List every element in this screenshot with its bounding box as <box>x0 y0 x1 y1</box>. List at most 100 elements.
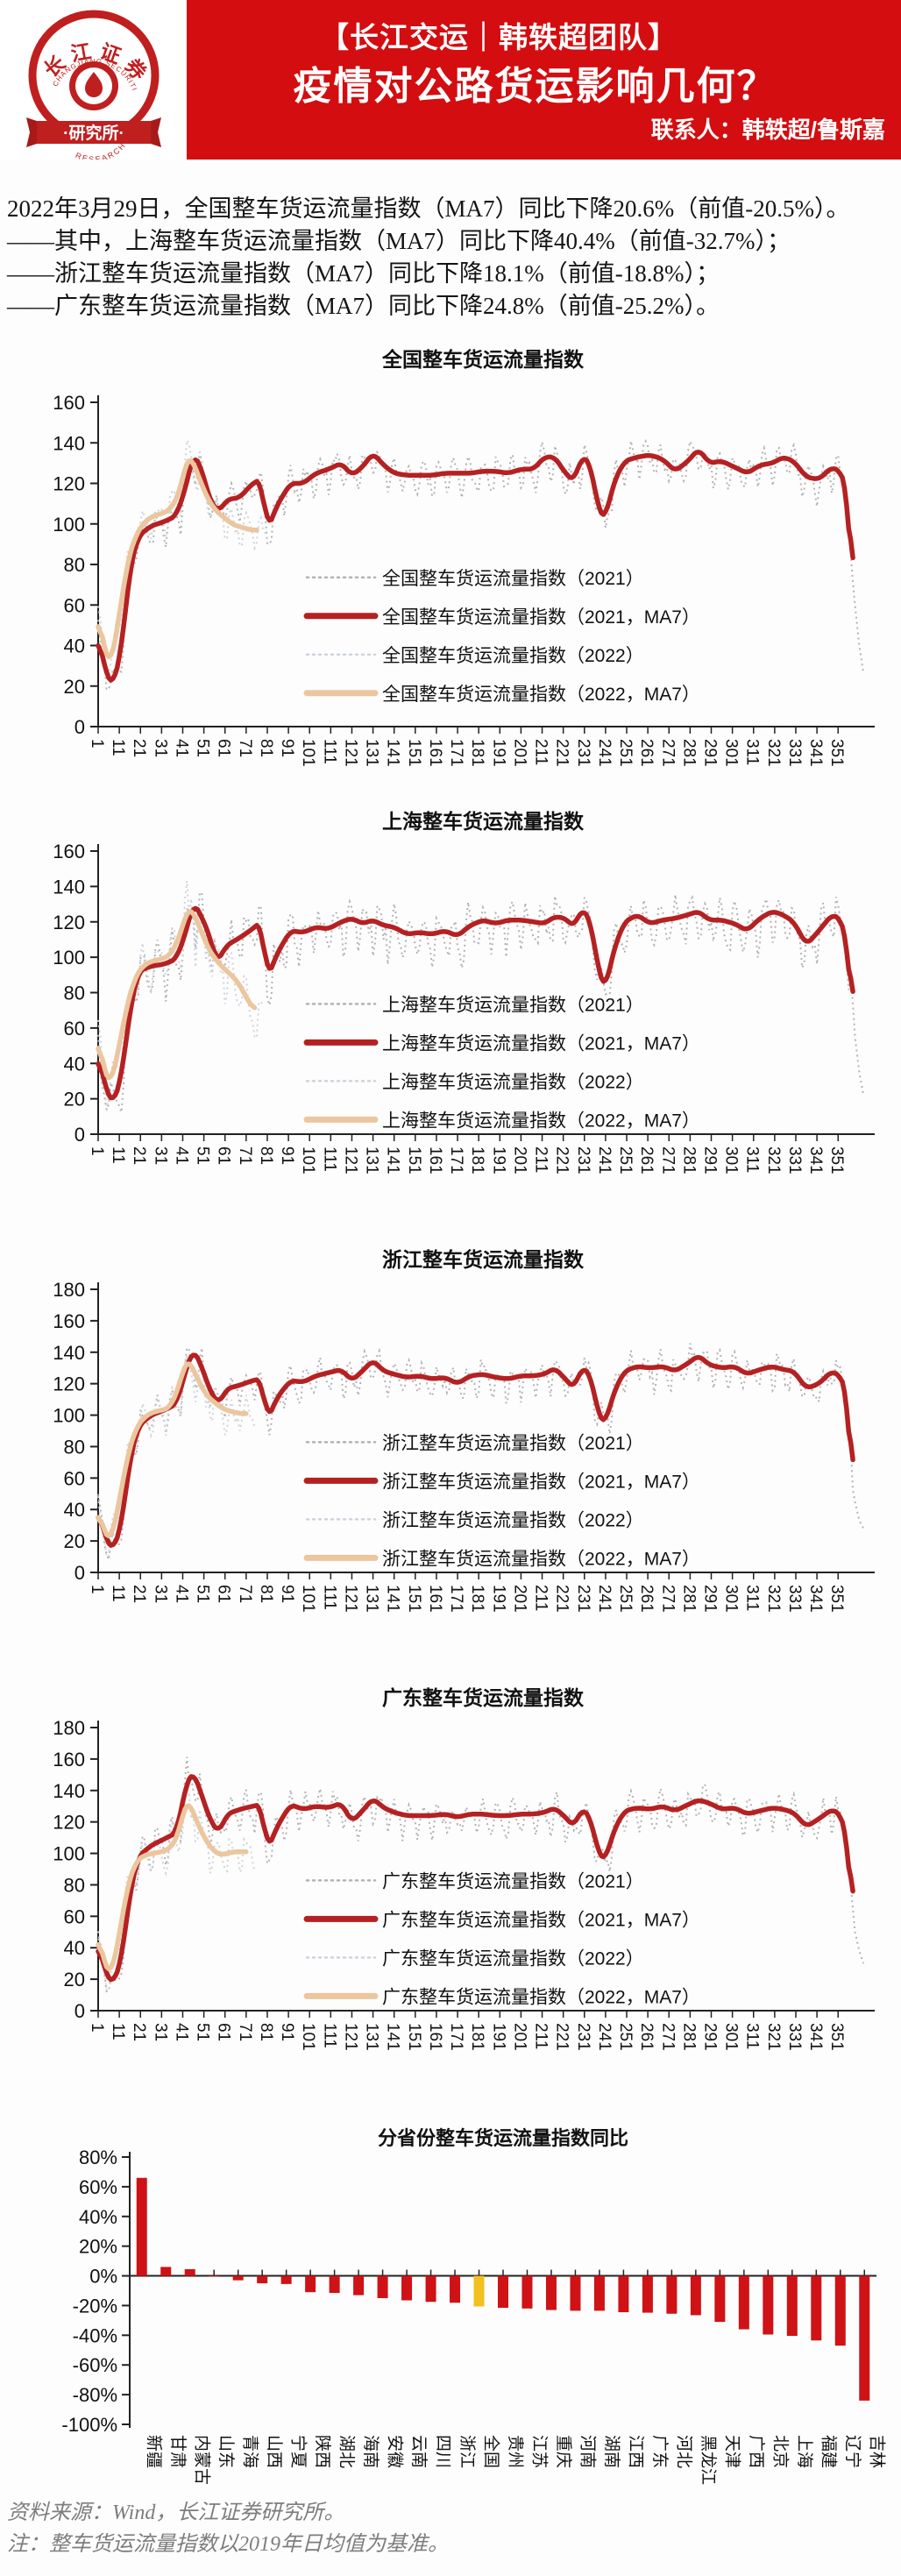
x-category-label: 重庆 <box>554 2435 573 2468</box>
x-category-label: 安徽 <box>386 2435 405 2468</box>
x-tick-label: 281 <box>679 1146 698 1174</box>
bar-province <box>690 2275 701 2316</box>
x-tick-label: 31 <box>151 739 169 757</box>
x-category-label: 辽宁 <box>843 2435 862 2468</box>
x-tick-label: 241 <box>595 1146 614 1174</box>
contact-line: 联系人：韩轶超/鲁斯嘉 <box>650 117 885 143</box>
x-tick-label: 321 <box>764 739 783 767</box>
x-category-label: 河北 <box>674 2435 693 2468</box>
x-tick-label: 351 <box>827 1146 846 1174</box>
legend-label: 广东整车货运流量指数（2022，MA7） <box>382 1987 700 2007</box>
y-tick-label: 120 <box>53 1373 85 1395</box>
x-category-label: 全国 <box>482 2435 501 2468</box>
x-tick-label: 211 <box>532 1146 550 1173</box>
bar-province <box>209 2275 220 2277</box>
y-tick-label: 0 <box>74 716 85 738</box>
bar-province <box>714 2275 726 2323</box>
y-tick-label: 40 <box>64 1937 85 1959</box>
x-category-label: 吉林 <box>867 2435 886 2468</box>
x-tick-label: 331 <box>785 1146 804 1174</box>
x-tick-label: 191 <box>489 1585 507 1613</box>
legend-label: 全国整车货运流量指数（2021，MA7） <box>382 607 700 628</box>
y-tick-label: 120 <box>53 1812 85 1834</box>
series-2021-ma7 <box>96 450 855 683</box>
x-category-label: 北京 <box>770 2435 790 2468</box>
x-tick-label: 81 <box>257 739 275 757</box>
y-tick-label: 140 <box>53 876 85 898</box>
x-tick-label: 351 <box>827 739 846 767</box>
x-tick-label: 311 <box>743 739 762 765</box>
y-tick-label: 40 <box>64 1499 85 1521</box>
svg-text:·研究所·: ·研究所· <box>63 123 124 143</box>
x-tick-label: 121 <box>341 1146 359 1174</box>
x-tick-label: 211 <box>532 2023 550 2049</box>
x-tick-label: 341 <box>806 1585 825 1613</box>
x-tick-label: 151 <box>405 2023 423 2051</box>
x-tick-label: 21 <box>130 739 148 757</box>
x-tick-label: 211 <box>532 1585 550 1611</box>
x-category-label: 江西 <box>626 2435 645 2468</box>
bar-province <box>498 2275 508 2308</box>
x-tick-label: 201 <box>510 739 529 767</box>
x-tick-label: 271 <box>658 2023 677 2051</box>
logo-seal-icon: 长江证券 CHANGJIANG SECURITIES ·研究所· RESEARC… <box>8 0 161 164</box>
x-tick-label: 341 <box>806 1146 825 1174</box>
x-category-label: 青海 <box>241 2435 260 2468</box>
x-tick-label: 61 <box>215 1585 233 1603</box>
x-tick-label: 251 <box>616 1146 635 1174</box>
x-tick-label: 221 <box>553 2023 571 2051</box>
x-tick-label: 121 <box>341 1585 359 1613</box>
x-category-label: 浙江 <box>458 2435 477 2468</box>
x-tick-label: 181 <box>468 1146 486 1174</box>
x-tick-label: 111 <box>320 739 338 764</box>
legend-label: 上海整车货运流量指数（2022，MA7） <box>382 1111 700 1131</box>
x-category-label: 宁夏 <box>289 2435 309 2468</box>
x-tick-label: 1 <box>88 739 106 749</box>
y-tick-label: 160 <box>53 392 85 414</box>
x-tick-label: 121 <box>341 2023 359 2051</box>
y-tick-label: 20 <box>64 1530 85 1552</box>
legend-label: 上海整车货运流量指数（2021，MA7） <box>382 1033 700 1054</box>
legend-label: 浙江整车货运流量指数（2022，MA7） <box>382 1549 700 1569</box>
series-2021-ma7 <box>96 1774 855 1983</box>
y-tick-label: 40% <box>79 2206 117 2228</box>
x-tick-label: 161 <box>426 739 444 767</box>
x-tick-label: 291 <box>701 739 720 767</box>
x-tick-label: 171 <box>447 1585 465 1613</box>
x-tick-label: 101 <box>299 1585 317 1613</box>
x-tick-label: 61 <box>215 1146 233 1165</box>
y-tick-label: 80 <box>64 1874 85 1896</box>
x-tick-label: 1 <box>88 1585 106 1594</box>
header-banner: 长江证券 CHANGJIANG SECURITIES ·研究所· RESEARC… <box>0 0 901 164</box>
series-2021-daily <box>97 1343 865 1560</box>
legend-label: 广东整车货运流量指数（2021，MA7） <box>382 1910 700 1930</box>
x-tick-label: 301 <box>722 1146 741 1174</box>
y-tick-label: 60 <box>64 1905 85 1927</box>
bar-province <box>642 2275 653 2313</box>
bar-province <box>545 2275 557 2310</box>
bar-province <box>257 2275 268 2284</box>
summary-line-zhejiang: ——浙江整车货运流量指数（MA7）同比下降18.1%（前值-18.8%）； <box>7 260 720 287</box>
series-2022-ma7 <box>96 1803 249 1972</box>
series-2022-ma7 <box>96 909 258 1081</box>
x-tick-label: 351 <box>827 1585 846 1613</box>
x-tick-label: 281 <box>679 739 698 767</box>
x-tick-label: 301 <box>722 1585 741 1613</box>
y-tick-label: 20 <box>64 1969 85 1991</box>
chart-title: 浙江整车货运流量指数 <box>382 1248 585 1271</box>
legend-label: 浙江整车货运流量指数（2022） <box>382 1510 644 1530</box>
chart-province-yoy-bar: 分省份整车货运流量指数同比 80% 60% 40% 20% 0% -20% -40% -60% -… <box>61 2127 886 2485</box>
y-tick-label: 20 <box>64 1089 85 1111</box>
x-tick-label: 21 <box>130 1585 148 1603</box>
x-tick-label: 321 <box>764 2023 783 2051</box>
footer-notes: 资料来源：Wind，长江证券研究所。 注：整车货运流量指数以2019年日均值为基… <box>0 2488 901 2576</box>
x-tick-label: 101 <box>299 2023 317 2051</box>
x-category-label: 江苏 <box>529 2435 549 2468</box>
x-tick-label: 131 <box>363 739 381 767</box>
changjiang-securities-logo: 长江证券 CHANGJIANG SECURITIES ·研究所· RESEARC… <box>8 0 177 164</box>
x-category-label: 天津 <box>722 2435 741 2468</box>
x-tick-label: 21 <box>130 2023 148 2041</box>
chart-title: 上海整车货运流量指数 <box>382 810 585 833</box>
x-tick-label: 191 <box>489 2023 507 2051</box>
